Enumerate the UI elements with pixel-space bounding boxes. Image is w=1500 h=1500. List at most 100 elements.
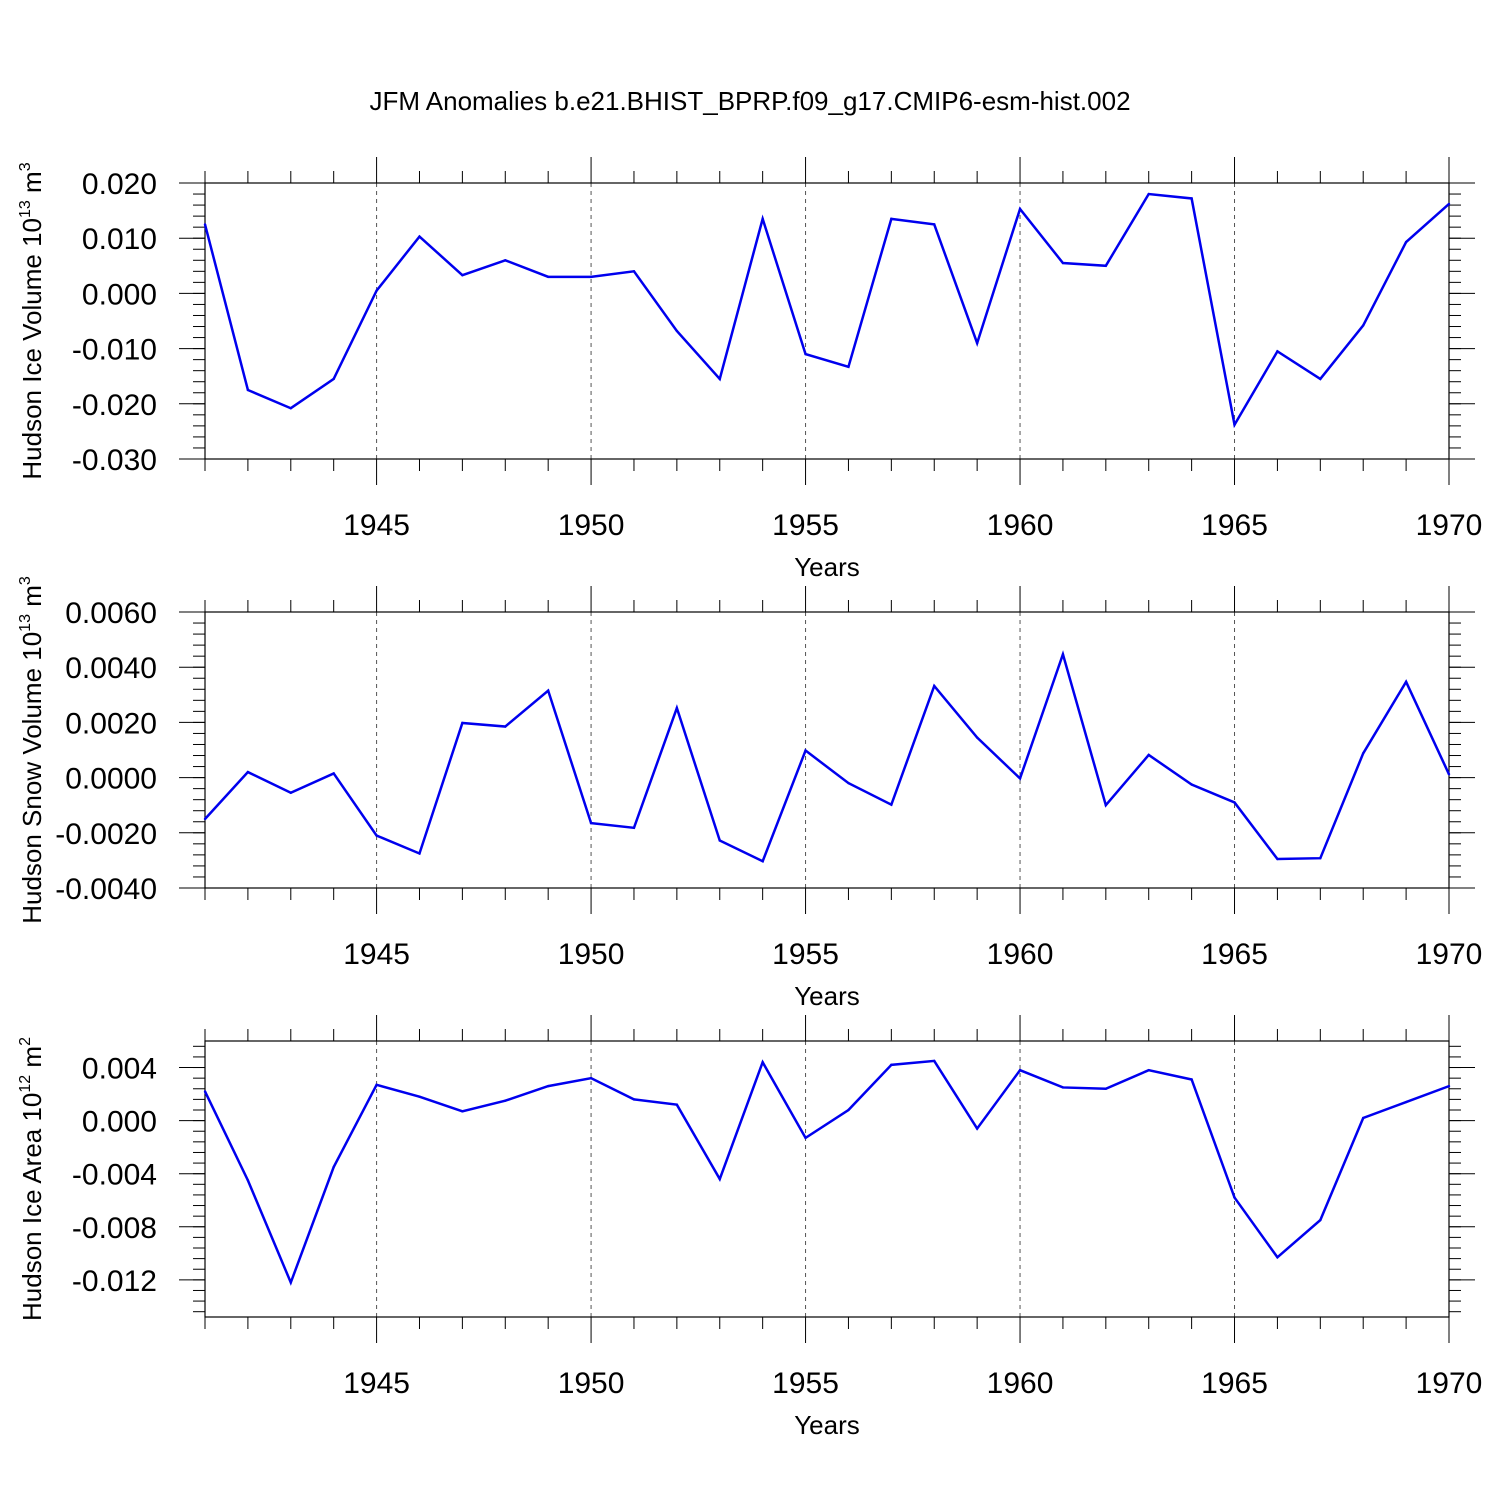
panel-2: 1945 1950 1955 1960 1965 1970 0.0060 0.0040 0.00… xyxy=(17,576,1482,1011)
x-tick-label: 1970 xyxy=(1416,1367,1483,1400)
data-point xyxy=(718,1177,721,1181)
data-point xyxy=(1104,264,1108,267)
data-point xyxy=(1061,1086,1065,1089)
data-point xyxy=(718,839,721,842)
x-axis-label: Years xyxy=(794,1410,860,1440)
data-point xyxy=(1233,801,1236,804)
data-point xyxy=(761,860,764,863)
x-axis-label: Years xyxy=(794,552,860,582)
data-point xyxy=(589,1076,593,1080)
data-point xyxy=(203,817,207,821)
y-tick-label: -0.012 xyxy=(72,1265,157,1298)
data-point xyxy=(1018,777,1022,780)
data-point xyxy=(804,352,807,356)
data-point xyxy=(718,377,721,381)
data-point xyxy=(632,826,636,830)
data-point xyxy=(1362,752,1365,755)
data-point xyxy=(375,289,378,292)
data-point xyxy=(1061,261,1065,265)
y-axis-label: Hudson Ice Volume 1013 m3 xyxy=(17,162,47,479)
data-point xyxy=(332,772,335,775)
data-point xyxy=(418,852,421,855)
data-point xyxy=(1362,324,1365,327)
data-point xyxy=(933,223,936,226)
data-point xyxy=(1147,192,1150,196)
data-point xyxy=(246,770,250,774)
data-point xyxy=(546,689,550,692)
series-line xyxy=(204,650,1451,863)
plot-frame xyxy=(204,1040,1450,1318)
y-tick-label: 0.0020 xyxy=(65,707,157,740)
y-tick-label: -0.0040 xyxy=(55,873,157,906)
data-point xyxy=(375,834,378,837)
data-point xyxy=(1190,783,1193,786)
data-point xyxy=(589,821,593,825)
x-tick-label: 1965 xyxy=(1201,509,1268,542)
data-point xyxy=(332,1165,335,1169)
data-point xyxy=(632,270,636,273)
data-point xyxy=(847,1108,850,1112)
data-point xyxy=(1404,240,1408,244)
series-line xyxy=(203,192,1450,429)
plot-frame xyxy=(204,611,1450,889)
y-tick-label: -0.0020 xyxy=(55,818,157,851)
data-point xyxy=(1319,856,1322,860)
x-tick-label: 1950 xyxy=(558,938,625,971)
data-point xyxy=(1447,202,1451,206)
y-tick-label: 0.004 xyxy=(82,1053,157,1086)
data-point xyxy=(546,275,550,279)
data-point xyxy=(203,223,207,226)
x-tick-label: 1950 xyxy=(558,509,625,542)
data-point xyxy=(761,1061,764,1064)
data-point xyxy=(1319,377,1322,381)
panels: 1945 1950 1955 1960 1965 1970 0.020 0.010 0.000 -… xyxy=(17,157,1482,1440)
data-point xyxy=(1276,1256,1279,1259)
data-point xyxy=(1018,207,1022,211)
y-tick-label: 0.000 xyxy=(82,1106,157,1139)
x-tick-label: 1970 xyxy=(1416,938,1483,971)
data-point xyxy=(203,1090,207,1093)
y-tick-label: -0.004 xyxy=(72,1159,157,1192)
data-point xyxy=(1190,1078,1193,1081)
data-point xyxy=(1276,350,1279,353)
data-point xyxy=(589,275,593,279)
data-point xyxy=(1104,804,1108,807)
x-tick-label: 1945 xyxy=(343,509,410,542)
y-tick-label: -0.010 xyxy=(72,334,157,367)
y-axis-label: Hudson Snow Volume 1013 m3 xyxy=(17,576,47,924)
y-tick-label: 0.0040 xyxy=(65,652,157,685)
x-tick-label: 1955 xyxy=(772,938,839,971)
data-point xyxy=(504,725,507,728)
x-tick-label: 1970 xyxy=(1416,509,1483,542)
data-point xyxy=(418,235,421,238)
y-tick-label: -0.030 xyxy=(72,444,157,477)
plot-frame xyxy=(204,182,1450,460)
data-point xyxy=(289,1281,292,1284)
data-point xyxy=(1233,423,1236,426)
data-point xyxy=(375,1083,378,1086)
panel-3: 1945 1950 1955 1960 1965 1970 0.004 0.000 -0.004… xyxy=(17,1015,1482,1440)
data-point xyxy=(761,217,764,221)
data-point xyxy=(675,329,679,333)
x-tick-label: 1960 xyxy=(987,1367,1054,1400)
data-point xyxy=(1018,1068,1022,1072)
y-tick-label: 0.020 xyxy=(82,168,157,201)
x-tick-label: 1965 xyxy=(1201,938,1268,971)
data-point xyxy=(1404,1100,1408,1104)
x-tick-label: 1965 xyxy=(1201,1367,1268,1400)
data-point xyxy=(975,341,979,345)
data-point xyxy=(246,1179,250,1182)
data-point xyxy=(890,1063,893,1067)
data-point xyxy=(504,259,507,262)
data-point xyxy=(1147,1068,1150,1072)
data-point xyxy=(289,407,292,410)
data-point xyxy=(1447,1084,1451,1088)
data-point xyxy=(1319,1218,1322,1222)
figure-title: JFM Anomalies b.e21.BHIST_BPRP.f09_g17.C… xyxy=(369,86,1130,116)
y-tick-label: -0.020 xyxy=(72,389,157,422)
data-point xyxy=(289,791,292,794)
data-point xyxy=(890,217,893,221)
data-point xyxy=(461,273,464,277)
data-point xyxy=(847,365,850,369)
data-point xyxy=(546,1084,550,1088)
